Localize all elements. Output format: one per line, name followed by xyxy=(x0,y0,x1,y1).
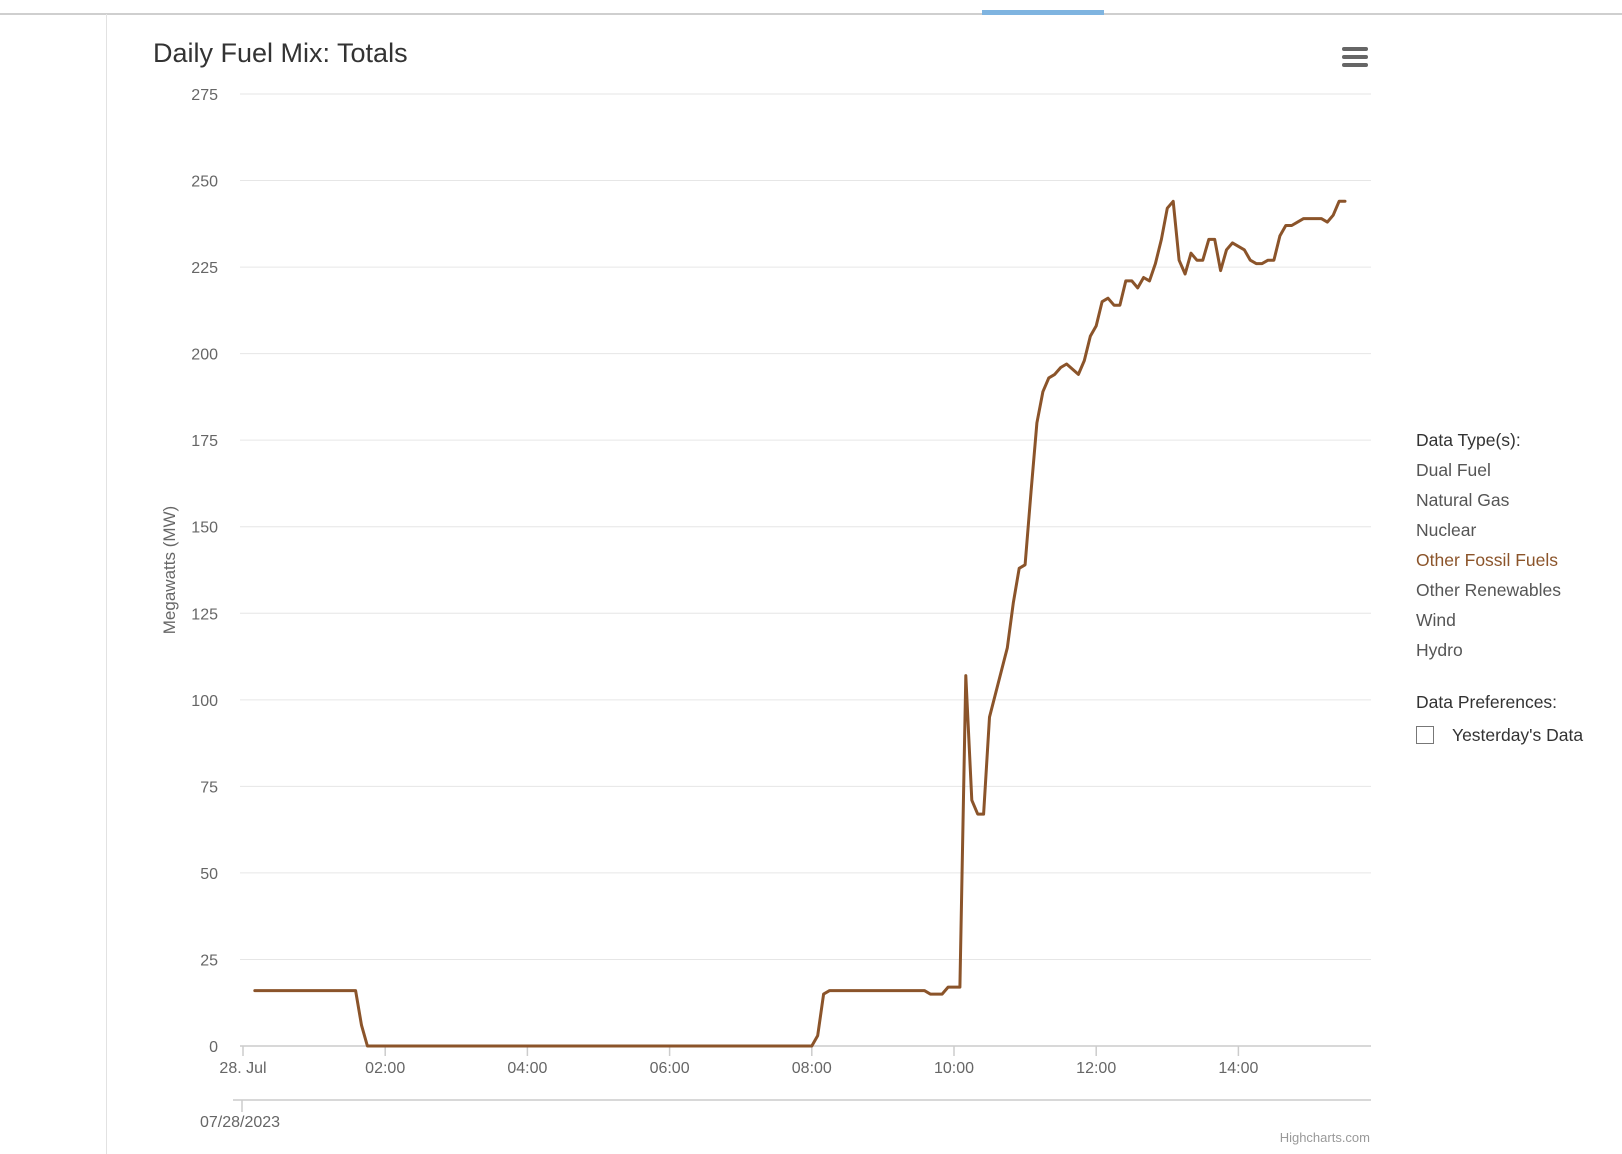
y-tick-label: 175 xyxy=(191,433,218,450)
legend-item[interactable]: Other Fossil Fuels xyxy=(1416,550,1558,570)
legend-item[interactable]: Natural Gas xyxy=(1416,490,1510,510)
y-tick-label: 225 xyxy=(191,260,218,277)
legend-item[interactable]: Wind xyxy=(1416,610,1456,630)
x-tick-label: 04:00 xyxy=(507,1060,547,1077)
active-tab-indicator xyxy=(982,10,1104,15)
x-axis-ticks: 28. Jul 02:00 04:00 06:00 08:00 10:00 12:00 14:… xyxy=(219,1046,1259,1077)
yesterday-data-toggle[interactable]: Yesterday's Data xyxy=(1416,717,1616,753)
y-axis-ticks: 0 25 50 75 100 125 150 175 200 225 250 275 xyxy=(191,87,218,1056)
x-tick-label: 06:00 xyxy=(650,1060,690,1077)
yesterday-data-checkbox[interactable] xyxy=(1416,726,1434,744)
x-tick-label: 12:00 xyxy=(1076,1060,1116,1077)
y-tick-label: 75 xyxy=(200,779,218,796)
y-axis-title: Megawatts (MW) xyxy=(160,506,179,634)
x-tick-label: 08:00 xyxy=(792,1060,832,1077)
legend-item[interactable]: Dual Fuel xyxy=(1416,460,1491,480)
y-tick-label: 100 xyxy=(191,693,218,710)
y-tick-label: 250 xyxy=(191,174,218,191)
legend-panel: Data Type(s): Dual Fuel Natural Gas Nuclea… xyxy=(1416,425,1616,753)
x-tick-label: 28. Jul xyxy=(219,1060,266,1077)
navigator-date-label: 07/28/2023 xyxy=(200,1114,280,1131)
left-divider xyxy=(106,14,107,1154)
legend-heading: Data Type(s): xyxy=(1416,430,1521,450)
grid-lines xyxy=(240,93,1371,1047)
hamburger-menu-icon xyxy=(1342,47,1368,67)
chart-title: Daily Fuel Mix: Totals xyxy=(153,38,408,68)
y-tick-label: 275 xyxy=(191,87,218,104)
highcharts-credit-link[interactable]: Highcharts.com xyxy=(1279,1130,1370,1145)
yesterday-data-label: Yesterday's Data xyxy=(1452,724,1584,745)
legend-items: Dual Fuel Natural Gas Nuclear Other Fossil … xyxy=(1416,455,1616,665)
y-tick-label: 200 xyxy=(191,347,218,364)
y-tick-label: 0 xyxy=(209,1039,218,1056)
top-border xyxy=(0,13,1622,15)
preferences-heading: Data Preferences: xyxy=(1416,692,1558,712)
y-tick-label: 125 xyxy=(191,606,218,623)
y-tick-label: 150 xyxy=(191,520,218,537)
chart-menu-button[interactable] xyxy=(1335,40,1375,74)
series-layer xyxy=(253,199,1347,1048)
legend-item[interactable]: Other Renewables xyxy=(1416,580,1561,600)
x-tick-label: 14:00 xyxy=(1218,1060,1258,1077)
legend-item[interactable]: Nuclear xyxy=(1416,520,1477,540)
y-tick-label: 25 xyxy=(200,952,218,969)
x-tick-label: 02:00 xyxy=(365,1060,405,1077)
series-line-other-fossil-fuels[interactable] xyxy=(253,199,1347,1048)
x-tick-label: 10:00 xyxy=(934,1060,974,1077)
legend-item[interactable]: Hydro xyxy=(1416,640,1463,660)
y-tick-label: 50 xyxy=(200,866,218,883)
